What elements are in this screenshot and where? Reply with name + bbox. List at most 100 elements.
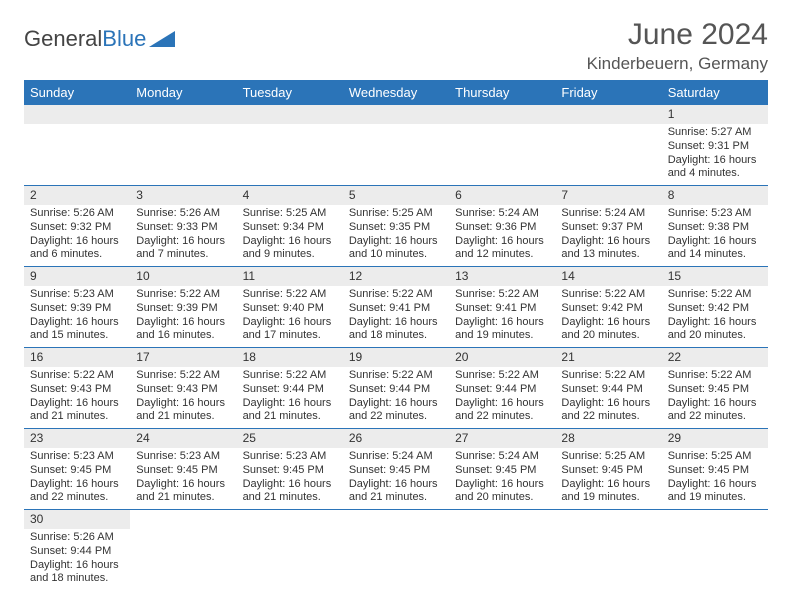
day-body: Sunrise: 5:23 AMSunset: 9:45 PMDaylight:…: [24, 448, 130, 509]
day-body: Sunrise: 5:22 AMSunset: 9:43 PMDaylight:…: [130, 367, 236, 428]
sunset-text: Sunset: 9:39 PM: [30, 302, 124, 316]
day-number: 27: [449, 429, 555, 448]
day-body: Sunrise: 5:23 AMSunset: 9:45 PMDaylight:…: [237, 448, 343, 509]
day-header: Monday: [130, 80, 236, 105]
day-number: 17: [130, 348, 236, 367]
day-body: Sunrise: 5:22 AMSunset: 9:45 PMDaylight:…: [662, 367, 768, 428]
calendar-cell: 18Sunrise: 5:22 AMSunset: 9:44 PMDayligh…: [237, 348, 343, 429]
daylight-text: Daylight: 16 hours and 15 minutes.: [30, 316, 124, 344]
sunset-text: Sunset: 9:37 PM: [561, 221, 655, 235]
sunset-text: Sunset: 9:44 PM: [561, 383, 655, 397]
calendar-cell: [555, 510, 661, 591]
daylight-text: Daylight: 16 hours and 7 minutes.: [136, 235, 230, 263]
day-body: Sunrise: 5:23 AMSunset: 9:39 PMDaylight:…: [24, 286, 130, 347]
daylight-text: Daylight: 16 hours and 13 minutes.: [561, 235, 655, 263]
calendar-cell: [237, 510, 343, 591]
sunrise-text: Sunrise: 5:22 AM: [668, 288, 762, 302]
sunrise-text: Sunrise: 5:22 AM: [243, 288, 337, 302]
day-header: Thursday: [449, 80, 555, 105]
daylight-text: Daylight: 16 hours and 10 minutes.: [349, 235, 443, 263]
calendar-cell: 17Sunrise: 5:22 AMSunset: 9:43 PMDayligh…: [130, 348, 236, 429]
day-number: 12: [343, 267, 449, 286]
calendar-cell: [662, 510, 768, 591]
daylight-text: Daylight: 16 hours and 17 minutes.: [243, 316, 337, 344]
calendar-cell: 29Sunrise: 5:25 AMSunset: 9:45 PMDayligh…: [662, 429, 768, 510]
sunrise-text: Sunrise: 5:22 AM: [668, 369, 762, 383]
sunset-text: Sunset: 9:45 PM: [349, 464, 443, 478]
day-body: Sunrise: 5:22 AMSunset: 9:42 PMDaylight:…: [555, 286, 661, 347]
calendar-cell: 25Sunrise: 5:23 AMSunset: 9:45 PMDayligh…: [237, 429, 343, 510]
calendar-cell: 15Sunrise: 5:22 AMSunset: 9:42 PMDayligh…: [662, 267, 768, 348]
day-number: 11: [237, 267, 343, 286]
calendar-cell: 20Sunrise: 5:22 AMSunset: 9:44 PMDayligh…: [449, 348, 555, 429]
day-number: 1: [662, 105, 768, 124]
empty-day-bar: [555, 105, 661, 124]
day-number: 10: [130, 267, 236, 286]
daylight-text: Daylight: 16 hours and 18 minutes.: [349, 316, 443, 344]
day-number: 15: [662, 267, 768, 286]
calendar-cell: 7Sunrise: 5:24 AMSunset: 9:37 PMDaylight…: [555, 186, 661, 267]
calendar-cell: [130, 105, 236, 186]
logo-triangle-icon: [149, 29, 177, 49]
day-number: 18: [237, 348, 343, 367]
empty-day-bar: [449, 105, 555, 124]
daylight-text: Daylight: 16 hours and 21 minutes.: [243, 478, 337, 506]
sunset-text: Sunset: 9:40 PM: [243, 302, 337, 316]
daylight-text: Daylight: 16 hours and 20 minutes.: [561, 316, 655, 344]
calendar-cell: 6Sunrise: 5:24 AMSunset: 9:36 PMDaylight…: [449, 186, 555, 267]
location: Kinderbeuern, Germany: [587, 54, 768, 74]
calendar-cell: 10Sunrise: 5:22 AMSunset: 9:39 PMDayligh…: [130, 267, 236, 348]
day-body: Sunrise: 5:22 AMSunset: 9:39 PMDaylight:…: [130, 286, 236, 347]
sunrise-text: Sunrise: 5:22 AM: [561, 369, 655, 383]
sunrise-text: Sunrise: 5:26 AM: [30, 531, 124, 545]
day-number: 29: [662, 429, 768, 448]
sunrise-text: Sunrise: 5:22 AM: [349, 288, 443, 302]
day-body: Sunrise: 5:22 AMSunset: 9:42 PMDaylight:…: [662, 286, 768, 347]
calendar-cell: 11 Sunrise: 5:22 AMSunset: 9:40 PMDayligh…: [237, 267, 343, 348]
day-body: Sunrise: 5:22 AMSunset: 9:41 PMDaylight:…: [449, 286, 555, 347]
calendar-cell: 24Sunrise: 5:23 AMSunset: 9:45 PMDayligh…: [130, 429, 236, 510]
sunset-text: Sunset: 9:42 PM: [561, 302, 655, 316]
sunset-text: Sunset: 9:45 PM: [30, 464, 124, 478]
daylight-text: Daylight: 16 hours and 22 minutes.: [668, 397, 762, 425]
sunset-text: Sunset: 9:39 PM: [136, 302, 230, 316]
sunset-text: Sunset: 9:45 PM: [561, 464, 655, 478]
day-number: 8: [662, 186, 768, 205]
daylight-text: Daylight: 16 hours and 19 minutes.: [455, 316, 549, 344]
day-number: 20: [449, 348, 555, 367]
day-body: Sunrise: 5:24 AMSunset: 9:37 PMDaylight:…: [555, 205, 661, 266]
sunset-text: Sunset: 9:45 PM: [668, 464, 762, 478]
sunset-text: Sunset: 9:44 PM: [30, 545, 124, 559]
calendar-cell: 23Sunrise: 5:23 AMSunset: 9:45 PMDayligh…: [24, 429, 130, 510]
empty-day-bar: [237, 105, 343, 124]
sunset-text: Sunset: 9:42 PM: [668, 302, 762, 316]
sunrise-text: Sunrise: 5:24 AM: [561, 207, 655, 221]
sunrise-text: Sunrise: 5:22 AM: [561, 288, 655, 302]
sunset-text: Sunset: 9:45 PM: [243, 464, 337, 478]
daylight-text: Daylight: 16 hours and 22 minutes.: [455, 397, 549, 425]
day-body: Sunrise: 5:25 AMSunset: 9:35 PMDaylight:…: [343, 205, 449, 266]
logo: GeneralBlue: [24, 18, 177, 52]
calendar-cell: 3Sunrise: 5:26 AMSunset: 9:33 PMDaylight…: [130, 186, 236, 267]
sunset-text: Sunset: 9:31 PM: [668, 140, 762, 154]
daylight-text: Daylight: 16 hours and 22 minutes.: [349, 397, 443, 425]
sunset-text: Sunset: 9:38 PM: [668, 221, 762, 235]
sunset-text: Sunset: 9:44 PM: [243, 383, 337, 397]
calendar-cell: 21Sunrise: 5:22 AMSunset: 9:44 PMDayligh…: [555, 348, 661, 429]
day-header: Saturday: [662, 80, 768, 105]
sunrise-text: Sunrise: 5:23 AM: [668, 207, 762, 221]
sunrise-text: Sunrise: 5:26 AM: [136, 207, 230, 221]
calendar-cell: [237, 105, 343, 186]
day-number: 7: [555, 186, 661, 205]
day-number: 5: [343, 186, 449, 205]
day-body: Sunrise: 5:22 AMSunset: 9:44 PMDaylight:…: [237, 367, 343, 428]
month-title: June 2024: [587, 18, 768, 52]
daylight-text: Daylight: 16 hours and 19 minutes.: [561, 478, 655, 506]
sunrise-text: Sunrise: 5:22 AM: [455, 288, 549, 302]
daylight-text: Daylight: 16 hours and 20 minutes.: [668, 316, 762, 344]
day-body: Sunrise: 5:22 AMSunset: 9:44 PMDaylight:…: [343, 367, 449, 428]
day-number: 19: [343, 348, 449, 367]
daylight-text: Daylight: 16 hours and 20 minutes.: [455, 478, 549, 506]
sunrise-text: Sunrise: 5:24 AM: [349, 450, 443, 464]
calendar-cell: [449, 510, 555, 591]
